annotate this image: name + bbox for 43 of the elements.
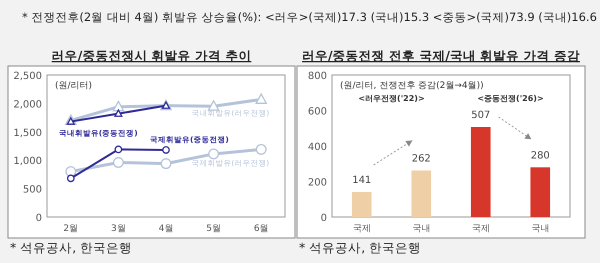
x-tick-label: 3월 xyxy=(111,224,126,234)
point xyxy=(160,158,172,170)
x-tick-label: 2월 xyxy=(63,224,78,234)
point xyxy=(162,146,170,154)
x-tick-label: 4월 xyxy=(158,224,174,234)
y-tick-label: 500 xyxy=(22,184,42,196)
data-label: 280 xyxy=(530,150,550,162)
y-tick-label: 2,000 xyxy=(13,99,42,110)
y-tick-label: 1,000 xyxy=(13,156,42,168)
x-tick-label: 국내 xyxy=(412,224,430,234)
chart-title: 러우/중동전쟁시 휘발유 가격 추이 xyxy=(52,48,252,63)
data-label: 262 xyxy=(412,153,431,164)
y-tick-label: 2,500 xyxy=(13,71,42,82)
annotation: <러우전쟁('22)> xyxy=(358,94,425,103)
chart-title: 러우/중동전쟁 전후 국제/국내 휘발유 가격 증감 xyxy=(302,48,580,63)
text: * 석유공사, 한국은행 xyxy=(10,240,132,255)
y-axis-title: (원/리터) xyxy=(55,81,92,91)
data-label: 141 xyxy=(352,174,372,186)
x-tick-label: 국제 xyxy=(472,224,490,234)
point xyxy=(112,157,124,168)
point xyxy=(208,148,220,160)
x-tick-label: 6월 xyxy=(254,224,269,234)
point xyxy=(112,100,124,112)
annotation: <중동전쟁('26)> xyxy=(477,94,544,103)
text: * 석유공사, 한국은행 xyxy=(299,240,422,255)
y-tick-label: 600 xyxy=(308,106,327,118)
y-tick-label: 200 xyxy=(308,178,327,188)
y-tick-label: 0 xyxy=(36,213,42,224)
y-tick-label: 800 xyxy=(308,71,327,82)
text: * 전쟁전후(2월 대비 4월) 휘발유 상승율(%): <러우>(국제)17.3 (국내)15.3 <중동>(국제)73.9 (국내)16.6 xyxy=(22,10,597,24)
x-tick-label: 5월 xyxy=(206,224,221,234)
y-axis-title: (원/리터, 전쟁전후 증감(2월→4월)) xyxy=(340,81,484,91)
y-tick-label: 0 xyxy=(320,213,327,224)
y-tick-label: 1,500 xyxy=(13,128,42,139)
point xyxy=(114,109,122,117)
y-tick-label: 400 xyxy=(308,142,327,153)
point xyxy=(255,93,267,104)
point xyxy=(256,144,267,155)
x-tick-label: 국내 xyxy=(531,224,550,234)
point xyxy=(66,174,75,182)
point xyxy=(114,146,122,154)
x-tick-label: 국제 xyxy=(352,224,371,234)
data-label: 507 xyxy=(471,110,490,122)
